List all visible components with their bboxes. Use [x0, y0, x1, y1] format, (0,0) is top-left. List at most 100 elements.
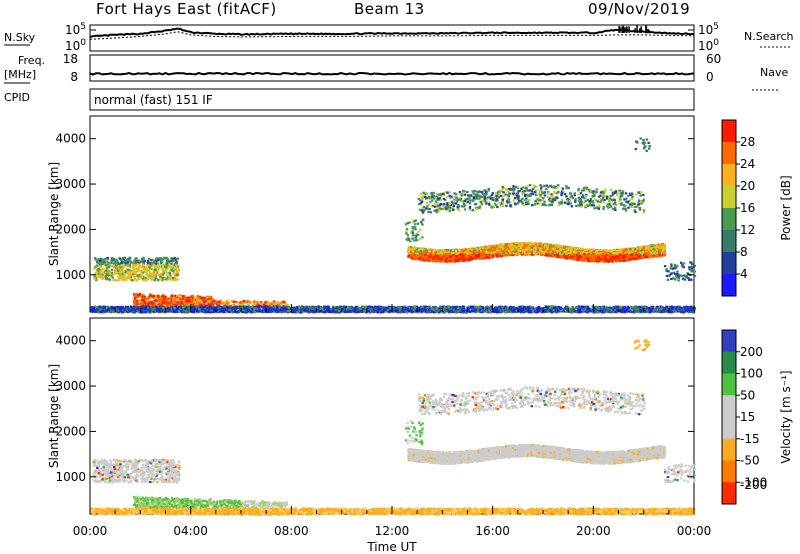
power-mark — [439, 305, 442, 308]
power-mark — [268, 308, 271, 311]
power-mark — [159, 306, 162, 310]
power-mark — [186, 311, 190, 314]
power-mark — [364, 305, 367, 309]
cpid-text: normal (fast) 151 IF — [94, 93, 213, 107]
power-mark — [580, 305, 584, 308]
power-mark — [596, 311, 599, 314]
power-mark — [122, 257, 125, 261]
power-mark — [122, 278, 125, 281]
power-mark — [559, 306, 562, 309]
power-mark — [679, 306, 682, 309]
power-mark — [168, 299, 171, 302]
power-mark — [233, 304, 236, 307]
power-mark — [294, 307, 297, 310]
power-mark — [117, 310, 120, 313]
power-mark — [117, 267, 120, 270]
power-mark — [137, 309, 140, 313]
power-mark — [164, 268, 167, 271]
power-mark — [604, 309, 608, 312]
power-mark — [161, 276, 164, 279]
power-mark — [176, 269, 179, 272]
power-mark — [583, 308, 587, 311]
power-mark — [522, 308, 525, 311]
power-mark — [108, 272, 112, 275]
power-mark — [165, 263, 169, 266]
power-mark — [550, 308, 554, 311]
power-mark — [138, 292, 142, 296]
power-mark — [182, 303, 185, 307]
power-mark — [622, 306, 625, 309]
power-mark — [426, 311, 430, 314]
power-mark — [138, 294, 141, 297]
power-mark — [626, 308, 629, 311]
power-mark — [247, 303, 250, 306]
power-mark — [689, 305, 692, 308]
power-mark — [161, 295, 164, 298]
power-mark — [191, 308, 195, 311]
power-mark — [530, 311, 534, 314]
power-mark — [302, 310, 305, 313]
power-mark — [545, 306, 548, 309]
power-mark — [203, 296, 206, 300]
power-mark — [435, 309, 438, 312]
power-mark — [530, 306, 533, 309]
power-mark — [176, 278, 179, 281]
power-mark — [152, 260, 156, 263]
power-mark — [448, 311, 451, 314]
power-mark — [623, 308, 626, 311]
power-mark — [453, 306, 456, 309]
power-mark — [266, 308, 269, 311]
power-mark — [367, 310, 370, 313]
power-mark — [147, 295, 150, 298]
power-mark — [258, 309, 262, 312]
power-mark — [110, 261, 113, 264]
power-mark — [175, 308, 178, 311]
power-mark — [153, 279, 157, 282]
power-mark — [142, 264, 145, 267]
power-mark — [402, 307, 406, 310]
power-mark — [274, 310, 277, 314]
power-mark — [219, 310, 222, 313]
power-mark — [689, 309, 693, 312]
power-mark — [112, 278, 115, 281]
power-mark — [165, 297, 168, 300]
power-mark — [165, 274, 168, 277]
power-mark — [208, 296, 211, 299]
power-mark — [542, 308, 546, 311]
power-mark — [660, 306, 664, 309]
power-mark — [363, 310, 366, 313]
power-mark — [216, 311, 219, 314]
power-mark — [160, 305, 164, 309]
power-mark — [424, 308, 427, 311]
power-mark — [215, 299, 218, 302]
power-mark — [99, 275, 103, 278]
power-mark — [168, 277, 171, 280]
power-mark — [210, 299, 213, 302]
power-mark — [107, 306, 110, 309]
power-mark — [577, 306, 580, 309]
power-mark — [352, 309, 355, 312]
power-mark — [255, 307, 259, 310]
power-mark — [111, 276, 114, 279]
power-mark — [110, 269, 114, 272]
power-mark — [473, 308, 476, 311]
power-mark — [277, 302, 280, 305]
power-mark — [665, 308, 669, 312]
power-mark — [127, 268, 130, 271]
power-scatter-group — [90, 137, 697, 314]
power-mark — [119, 273, 122, 276]
power-mark — [134, 277, 137, 280]
power-mark — [113, 268, 116, 271]
power-mark — [575, 306, 579, 309]
freq-panel-frame — [89, 54, 695, 82]
power-mark — [208, 303, 212, 306]
power-mark — [389, 307, 392, 310]
power-mark — [151, 302, 155, 305]
power-mark — [196, 302, 199, 305]
power-mark — [232, 300, 235, 303]
power-mark — [148, 300, 151, 303]
power-mark — [391, 306, 395, 309]
power-mark — [285, 305, 289, 308]
power-mark — [114, 264, 118, 267]
power-mark — [106, 256, 109, 260]
